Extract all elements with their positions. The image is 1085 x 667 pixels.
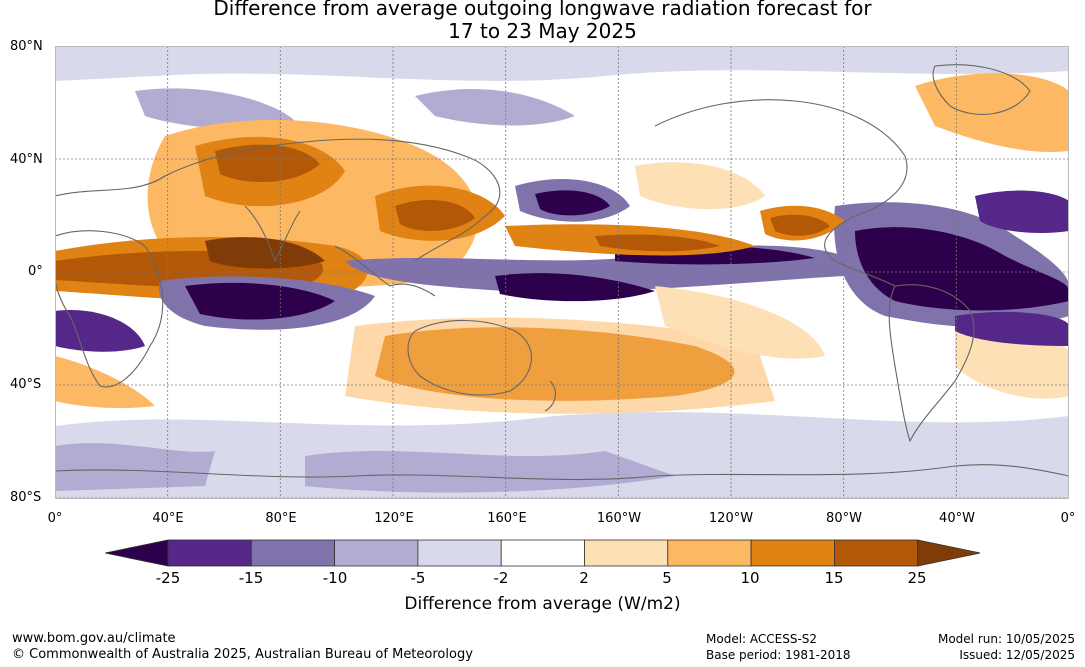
north-pacific-negative-strong [535, 190, 610, 216]
north-america-positive [915, 73, 1069, 152]
southern-ocean-moderate-negative [305, 451, 675, 493]
color-bar-extend-high [917, 539, 980, 567]
lon-label-0-east: 0° [1060, 511, 1076, 526]
cbar-tick-m25: -25 [155, 569, 181, 587]
lon-label-160e: 160°E [487, 511, 527, 526]
lon-label-40e: 40°E [152, 511, 184, 526]
cbar-tick-10: 10 [740, 569, 760, 587]
lat-label-0: 0° [28, 264, 43, 279]
olr-anomaly-map [55, 46, 1069, 499]
cbar-tick-m15: -15 [238, 569, 264, 587]
color-bar-segment [334, 539, 419, 567]
color-bar-title: Difference from average (W/m2) [404, 594, 681, 614]
lon-label-120w: 120°W [708, 511, 754, 526]
color-bar-segment [417, 539, 502, 567]
color-bar-segment [750, 539, 835, 567]
issued-date: Issued: 12/05/2025 [959, 648, 1075, 662]
arctic-moderate-negative [415, 88, 575, 126]
west-pacific-positive-strong [395, 199, 475, 231]
southeast-asia-coast [334, 245, 436, 297]
asia-positive-strongest [215, 144, 320, 183]
new-zealand-coast [544, 380, 556, 412]
australia-coast [407, 319, 532, 396]
color-bar-segment [500, 539, 585, 567]
color-bar-segment [667, 539, 752, 567]
coastlines [55, 64, 1069, 481]
model-run-date: Model run: 10/05/2025 [937, 632, 1075, 646]
central-america-negative-strong [855, 227, 1069, 311]
website-link[interactable]: www.bom.gov.au/climate [12, 631, 176, 646]
pacific-negative-strong [495, 273, 655, 302]
title-line-2: 17 to 23 May 2025 [448, 19, 637, 43]
lat-label-40n: 40°N [10, 152, 43, 167]
north-america-coast [654, 99, 908, 287]
siberia-moderate-negative [135, 88, 295, 129]
lat-label-40s: 40°S [10, 377, 42, 392]
lon-label-160w: 160°W [596, 511, 642, 526]
tasman-positive-light [655, 286, 825, 359]
africa-south-negative [55, 310, 145, 352]
title-line-1: Difference from average outgoing longwav… [213, 0, 872, 20]
lon-label-80w: 80°W [826, 511, 862, 526]
color-bar-extend-low [105, 539, 169, 567]
australia-positive-light [345, 317, 775, 414]
lon-label-40w: 40°W [939, 511, 975, 526]
south-atlantic-positive [55, 356, 155, 409]
indian-ocean-positive-extreme [205, 237, 325, 269]
africa-coast [55, 230, 164, 388]
color-bar [105, 539, 980, 567]
cbar-tick-m5: -5 [410, 569, 426, 587]
north-america-positive-light [635, 162, 765, 210]
color-bar-segment [167, 539, 252, 567]
cbar-tick-2: 2 [579, 569, 589, 587]
north-pacific-positive-strong [595, 234, 720, 252]
south-america-coast [888, 284, 975, 443]
india-coast [244, 205, 301, 263]
south-indian-negative-strong [185, 282, 335, 320]
color-bar-segment [250, 539, 336, 567]
color-bar-segment [834, 539, 919, 567]
lon-label-0: 0° [47, 511, 63, 526]
lon-label-80e: 80°E [265, 511, 297, 526]
gulf-of-mexico-positive-strong [770, 214, 830, 236]
cbar-tick-5: 5 [662, 569, 672, 587]
lat-label-80s: 80°S [10, 490, 42, 505]
greenland-coast [932, 64, 1031, 115]
color-bar-segment [584, 539, 669, 567]
north-atlantic-negative [975, 190, 1069, 233]
base-period: Base period: 1981-2018 [706, 648, 851, 662]
copyright-text: © Commonwealth of Australia 2025, Austra… [12, 647, 473, 662]
south-atlantic-negative [955, 311, 1069, 346]
model-name: Model: ACCESS-S2 [706, 632, 818, 646]
europe-asia-coast [55, 138, 501, 262]
cbar-tick-15: 15 [824, 569, 844, 587]
cbar-tick-m2: -2 [493, 569, 509, 587]
cbar-tick-25: 25 [907, 569, 927, 587]
lon-label-120e: 120°E [374, 511, 414, 526]
cbar-tick-m10: -10 [322, 569, 348, 587]
antarctica-coast [55, 464, 1069, 481]
arctic-negative-band [55, 46, 1069, 81]
lat-label-80n: 80°N [10, 39, 43, 54]
southern-ocean-moderate-negative-2 [55, 443, 215, 491]
